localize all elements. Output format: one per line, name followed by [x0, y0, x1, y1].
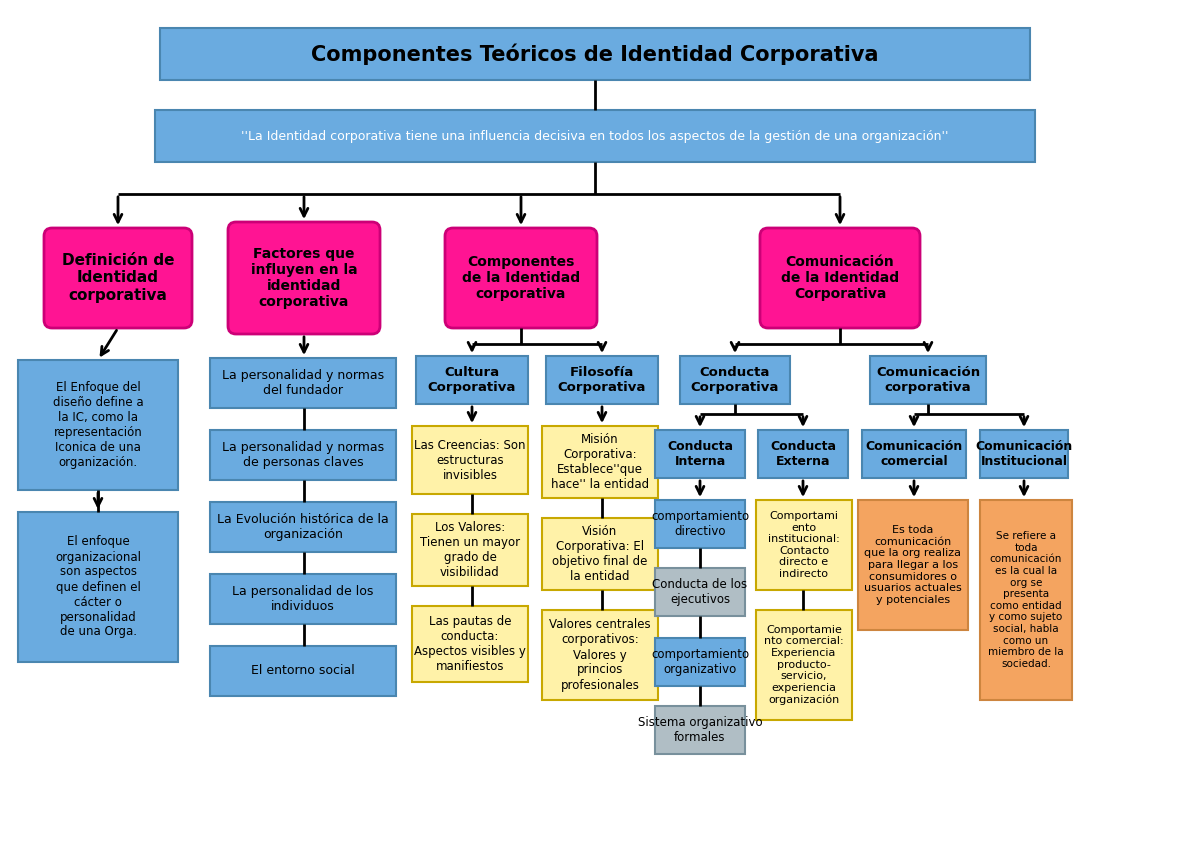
Text: Se refiere a
toda
comunicación
es la cual la
org se
presenta
como entidad
y como: Se refiere a toda comunicación es la cua…	[988, 531, 1064, 669]
FancyBboxPatch shape	[655, 706, 745, 754]
FancyBboxPatch shape	[680, 356, 790, 404]
Text: Visión
Corporativa: El
objetivo final de
la entidad: Visión Corporativa: El objetivo final de…	[552, 525, 648, 583]
Text: Comunicación
Institucional: Comunicación Institucional	[976, 440, 1073, 468]
FancyBboxPatch shape	[210, 646, 396, 696]
Text: Comunicación
comercial: Comunicación comercial	[865, 440, 962, 468]
Text: Conducta
Externa: Conducta Externa	[770, 440, 836, 468]
FancyBboxPatch shape	[542, 518, 658, 590]
Text: comportamiento
directivo: comportamiento directivo	[650, 510, 749, 538]
Text: Componentes
de la Identidad
corporativa: Componentes de la Identidad corporativa	[462, 255, 580, 301]
Text: El entorno social: El entorno social	[251, 665, 355, 678]
Text: La personalidad de los
individuos: La personalidad de los individuos	[233, 585, 373, 613]
Text: Las pautas de
conducta:
Aspectos visibles y
manifiestos: Las pautas de conducta: Aspectos visible…	[414, 615, 526, 673]
Text: El Enfoque del
diseño define a
la IC, como la
representación
Iconica de una
orga: El Enfoque del diseño define a la IC, co…	[53, 381, 143, 469]
Text: comportamiento
organizativo: comportamiento organizativo	[650, 648, 749, 676]
Text: Factores que
influyen en la
identidad
corporativa: Factores que influyen en la identidad co…	[251, 247, 358, 309]
Text: Las Creencias: Son
estructuras
invisibles: Las Creencias: Son estructuras invisible…	[414, 438, 526, 481]
FancyBboxPatch shape	[445, 228, 598, 328]
Text: Comportami
ento
institucional:
Contacto
directo e
indirecto: Comportami ento institucional: Contacto …	[768, 511, 840, 579]
FancyBboxPatch shape	[546, 356, 658, 404]
Text: La personalidad y normas
del fundador: La personalidad y normas del fundador	[222, 369, 384, 397]
Text: Componentes Teóricos de Identidad Corporativa: Componentes Teóricos de Identidad Corpor…	[311, 43, 878, 65]
FancyBboxPatch shape	[756, 610, 852, 720]
FancyBboxPatch shape	[655, 638, 745, 686]
FancyBboxPatch shape	[210, 574, 396, 624]
FancyBboxPatch shape	[655, 500, 745, 548]
FancyBboxPatch shape	[155, 110, 1034, 162]
Text: Comportamie
nto comercial:
Experiencia
producto-
servicio,
experiencia
organizac: Comportamie nto comercial: Experiencia p…	[764, 625, 844, 706]
Text: El enfoque
organizacional
son aspectos
que definen el
cácter o
personalidad
de u: El enfoque organizacional son aspectos q…	[55, 536, 142, 638]
FancyBboxPatch shape	[18, 360, 178, 490]
FancyBboxPatch shape	[980, 500, 1072, 700]
FancyBboxPatch shape	[655, 430, 745, 478]
FancyBboxPatch shape	[18, 512, 178, 662]
Text: Definición de
Identidad
corporativa: Definición de Identidad corporativa	[61, 253, 174, 303]
Text: Conducta
Interna: Conducta Interna	[667, 440, 733, 468]
FancyBboxPatch shape	[655, 568, 745, 616]
Text: Conducta de los
ejecutivos: Conducta de los ejecutivos	[653, 578, 748, 606]
Text: Misión
Corporativa:
Establece''que
hace'' la entidad: Misión Corporativa: Establece''que hace'…	[551, 433, 649, 491]
FancyBboxPatch shape	[760, 228, 920, 328]
Text: Sistema organizativo
formales: Sistema organizativo formales	[637, 716, 762, 744]
FancyBboxPatch shape	[210, 430, 396, 480]
FancyBboxPatch shape	[412, 426, 528, 494]
FancyBboxPatch shape	[416, 356, 528, 404]
FancyBboxPatch shape	[862, 430, 966, 478]
FancyBboxPatch shape	[542, 426, 658, 498]
FancyBboxPatch shape	[756, 500, 852, 590]
Text: Comunicación
de la Identidad
Corporativa: Comunicación de la Identidad Corporativa	[781, 255, 899, 301]
FancyBboxPatch shape	[412, 606, 528, 682]
FancyBboxPatch shape	[758, 430, 848, 478]
Text: La Evolución histórica de la
organización: La Evolución histórica de la organizació…	[217, 513, 389, 541]
FancyBboxPatch shape	[160, 28, 1030, 80]
Text: Conducta
Corporativa: Conducta Corporativa	[691, 366, 779, 394]
FancyBboxPatch shape	[210, 502, 396, 552]
FancyBboxPatch shape	[980, 430, 1068, 478]
Text: Es toda
comunicación
que la org realiza
para llegar a los
consumidores o
usuario: Es toda comunicación que la org realiza …	[864, 526, 962, 604]
FancyBboxPatch shape	[858, 500, 968, 630]
FancyBboxPatch shape	[44, 228, 192, 328]
Text: Comunicación
corporativa: Comunicación corporativa	[876, 366, 980, 394]
Text: ''La Identidad corporativa tiene una influencia decisiva en todos los aspectos d: ''La Identidad corporativa tiene una inf…	[241, 130, 949, 143]
FancyBboxPatch shape	[542, 610, 658, 700]
Text: La personalidad y normas
de personas claves: La personalidad y normas de personas cla…	[222, 441, 384, 469]
Text: Los Valores:
Tienen un mayor
grado de
visibilidad: Los Valores: Tienen un mayor grado de vi…	[420, 521, 520, 579]
Text: Cultura
Corporativa: Cultura Corporativa	[428, 366, 516, 394]
FancyBboxPatch shape	[870, 356, 986, 404]
FancyBboxPatch shape	[412, 514, 528, 586]
Text: Valores centrales
corporativos:
Valores y
princios
profesionales: Valores centrales corporativos: Valores …	[550, 619, 650, 691]
Text: Filosofía
Corporativa: Filosofía Corporativa	[558, 366, 646, 394]
FancyBboxPatch shape	[210, 358, 396, 408]
FancyBboxPatch shape	[228, 222, 380, 334]
